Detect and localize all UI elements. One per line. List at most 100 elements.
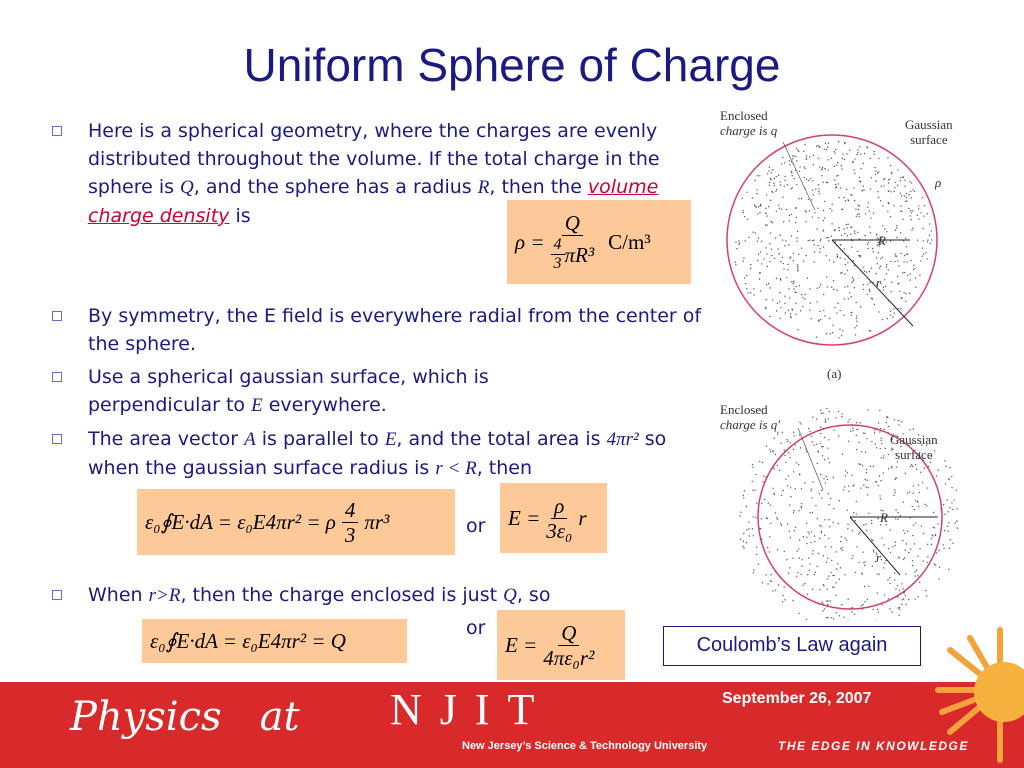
charge-dot [784, 295, 786, 297]
charge-dot [839, 243, 842, 246]
fig-caption: (a) [827, 366, 842, 381]
charge-dot [794, 291, 796, 293]
charge-dot [780, 442, 782, 444]
charge-dot [815, 418, 818, 420]
charge-dot [893, 204, 895, 207]
charge-dot [828, 462, 831, 464]
charge-dot [871, 565, 874, 567]
charge-dot [799, 421, 801, 424]
charge-dot [819, 426, 822, 429]
charge-dot [800, 197, 803, 200]
formula-text: Q [561, 211, 583, 236]
charge-dot [890, 191, 892, 193]
charge-dot [833, 229, 836, 232]
charge-dot [777, 584, 780, 586]
charge-dot [905, 300, 907, 302]
charge-dot [824, 420, 827, 422]
charge-dot [926, 561, 928, 563]
charge-dot [756, 240, 759, 242]
charge-dot [823, 608, 826, 610]
charge-dot [917, 208, 920, 210]
charge-dot [850, 238, 853, 241]
charge-dot [822, 219, 824, 222]
charge-dot [835, 164, 838, 166]
charge-dot [912, 189, 914, 191]
charge-dot [802, 584, 804, 587]
charge-dot [755, 516, 757, 519]
charge-dot [895, 477, 898, 479]
charge-dot [779, 278, 782, 280]
charge-dot [873, 429, 876, 431]
charge-dot [843, 248, 846, 250]
charge-dot [784, 244, 786, 247]
charge-dot [828, 504, 830, 506]
charge-dot [792, 599, 794, 602]
charge-dot [900, 205, 902, 207]
charge-dot [798, 474, 801, 476]
charge-dot [878, 267, 881, 269]
charge-dot [817, 244, 819, 247]
charge-dot [909, 215, 911, 217]
charge-dot [908, 551, 910, 554]
charge-dot [920, 260, 922, 262]
charge-dot [798, 464, 800, 466]
bullet: By symmetry, the E field is everywhere r… [52, 302, 708, 358]
charge-dot [925, 444, 928, 446]
charge-dot [809, 288, 811, 290]
charge-dot [908, 444, 910, 447]
charge-dot [793, 155, 795, 158]
charge-dot [929, 461, 931, 463]
charge-dot [935, 552, 938, 554]
charge-dot [854, 172, 856, 174]
charge-dot [822, 293, 825, 296]
charge-dot [947, 568, 950, 571]
charge-dot [824, 421, 827, 423]
charge-dot [789, 313, 792, 315]
charge-dot [792, 283, 794, 285]
charge-dot [773, 493, 775, 496]
charge-dot [819, 310, 821, 313]
fig-label: R [880, 510, 888, 525]
charge-dot [849, 430, 852, 432]
charge-dot [918, 491, 921, 494]
charge-dot [899, 192, 902, 194]
charge-dot [872, 212, 875, 214]
charge-dot [911, 229, 913, 232]
charge-dot [892, 316, 894, 318]
charge-dot [819, 166, 821, 168]
charge-dot [934, 534, 937, 537]
charge-dot [813, 444, 815, 447]
charge-dot [878, 245, 880, 247]
charge-dot [943, 529, 946, 532]
charge-dot [878, 311, 880, 313]
charge-dot [942, 504, 945, 506]
charge-dot [891, 449, 893, 451]
charge-dot [847, 199, 849, 201]
charge-dot [938, 578, 940, 580]
charge-dot [827, 493, 830, 495]
charge-dot [949, 506, 951, 509]
charge-dot [777, 204, 780, 206]
charge-dot [866, 146, 869, 148]
charge-dot [858, 441, 860, 444]
charge-dot [912, 534, 914, 537]
text: , then the charge enclosed is just [180, 584, 504, 606]
charge-dot [852, 429, 854, 432]
charge-dot [856, 153, 858, 156]
charge-dot [894, 491, 896, 494]
charge-dot [818, 493, 821, 495]
charge-dot [904, 200, 907, 203]
charge-dot [851, 277, 854, 279]
charge-dot [903, 557, 906, 559]
charge-dot [802, 536, 805, 538]
charge-dot [863, 152, 866, 155]
charge-dot [832, 521, 834, 524]
charge-dot [823, 148, 826, 150]
charge-dot [779, 279, 782, 281]
footer-brand: Physics at [70, 694, 300, 740]
charge-dot [775, 310, 778, 312]
charge-dot [813, 535, 816, 537]
charge-dot [883, 278, 886, 281]
